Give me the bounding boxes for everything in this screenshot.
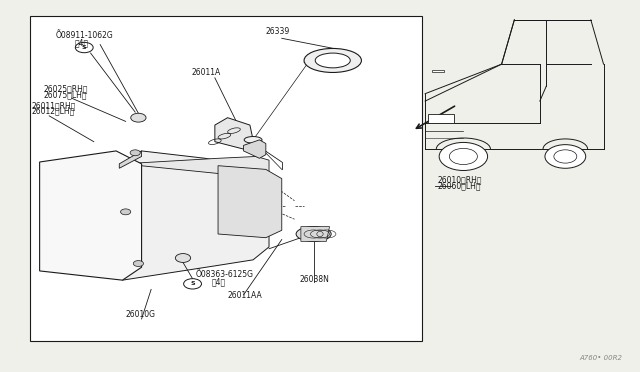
Polygon shape [119, 151, 141, 168]
Polygon shape [431, 70, 444, 71]
Circle shape [133, 260, 143, 266]
Text: 26012（LH）: 26012（LH） [31, 107, 75, 116]
Text: 26011（RH）: 26011（RH） [31, 101, 76, 110]
Text: Õ08911-1062G: Õ08911-1062G [56, 31, 113, 40]
Polygon shape [122, 157, 269, 179]
Circle shape [545, 145, 586, 168]
Polygon shape [218, 166, 282, 238]
Circle shape [184, 279, 202, 289]
Text: 26075（LH）: 26075（LH） [44, 90, 87, 99]
Circle shape [76, 42, 93, 53]
Text: 26339: 26339 [266, 28, 290, 36]
Circle shape [175, 254, 191, 262]
Bar [428, 114, 454, 123]
Text: 26038N: 26038N [300, 275, 330, 284]
Circle shape [120, 209, 131, 215]
Text: 26025（RH）: 26025（RH） [44, 85, 88, 94]
Circle shape [439, 142, 488, 170]
Circle shape [554, 150, 577, 163]
Polygon shape [40, 151, 141, 280]
Text: A760• 00R2: A760• 00R2 [580, 355, 623, 361]
Text: 26011AA: 26011AA [228, 291, 262, 301]
Ellipse shape [244, 137, 262, 143]
Circle shape [449, 148, 477, 164]
Text: （4）: （4） [75, 39, 89, 48]
Text: 26010（RH）: 26010（RH） [438, 175, 483, 184]
Text: 26060（LH）: 26060（LH） [438, 182, 481, 191]
Text: Õ08363-6125G: Õ08363-6125G [196, 270, 253, 279]
Text: S: S [82, 45, 86, 50]
Polygon shape [122, 151, 269, 280]
Polygon shape [301, 227, 330, 241]
Text: 26011A: 26011A [191, 68, 221, 77]
Ellipse shape [316, 53, 350, 68]
Polygon shape [215, 118, 253, 149]
Circle shape [130, 150, 140, 156]
Bar [30, 16, 422, 341]
Polygon shape [244, 140, 266, 158]
Text: 26010G: 26010G [125, 310, 156, 319]
Text: （4）: （4） [212, 278, 226, 286]
Ellipse shape [304, 48, 362, 73]
Circle shape [131, 113, 146, 122]
Text: S: S [190, 281, 195, 286]
Ellipse shape [296, 227, 331, 241]
